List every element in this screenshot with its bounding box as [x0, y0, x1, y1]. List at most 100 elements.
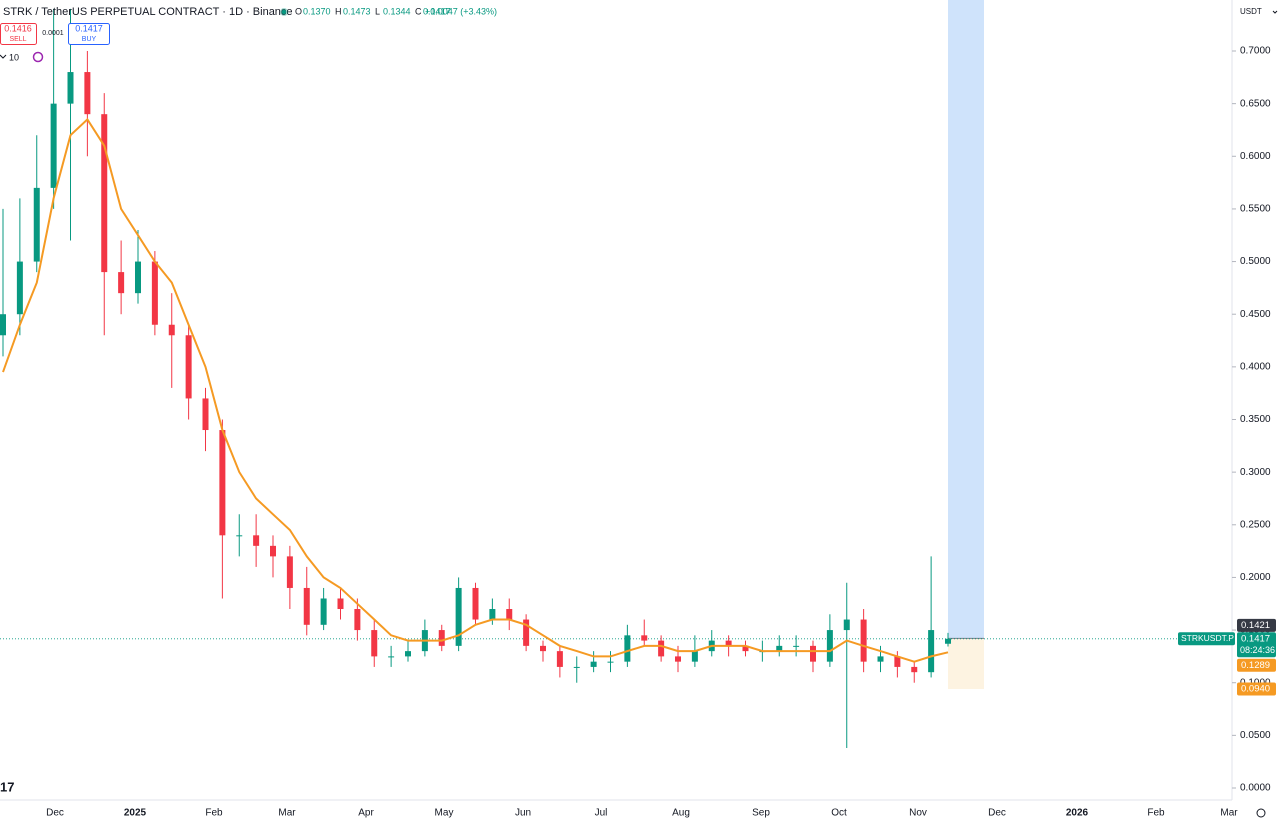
candle-body — [540, 645, 546, 652]
logo: 17 — [0, 779, 14, 794]
candle-body — [607, 661, 614, 663]
y-tick-label: 0.3500 — [1240, 414, 1271, 425]
x-tick-label: Jul — [595, 808, 608, 819]
sell-price[interactable]: 0.1416 — [4, 23, 32, 33]
candle-body — [303, 587, 310, 625]
x-tick-label: Jun — [515, 808, 531, 819]
candle-body — [826, 630, 833, 662]
stop-tag-bg — [1237, 682, 1276, 696]
candle-body — [101, 114, 108, 273]
candle-body — [219, 430, 226, 536]
symbol-title: STRK / TetherUS PERPETUAL CONTRACT · 1D … — [3, 6, 293, 18]
candle-body — [0, 314, 6, 336]
ohlc-value: 0.1370 — [303, 6, 331, 16]
stop-loss-zone — [948, 638, 984, 690]
candle-body — [388, 656, 395, 658]
candle-body — [911, 666, 918, 673]
candle-body — [506, 609, 513, 620]
candle-body — [455, 587, 462, 646]
take-profit-zone — [948, 0, 984, 639]
candle-body — [202, 398, 209, 431]
y-tick-label: 0.0500 — [1240, 730, 1271, 741]
candle-body — [523, 619, 530, 646]
collapse-chevron[interactable] — [0, 54, 7, 59]
y-tick-label: 0.2000 — [1240, 572, 1271, 583]
ohlc-value: 0.1417 — [423, 6, 451, 16]
candle-body — [438, 630, 445, 646]
candle-body — [405, 651, 411, 657]
candle-body — [337, 598, 344, 610]
buy-price[interactable]: 0.1417 — [75, 23, 103, 33]
candle-body — [118, 272, 125, 294]
x-tick-label: Aug — [672, 808, 690, 819]
symbol-tag-bg — [1178, 632, 1235, 646]
candle-body — [286, 556, 293, 588]
candle-body — [489, 609, 496, 620]
ma-tag-bg — [1237, 658, 1276, 672]
candle-body — [67, 72, 74, 104]
x-tick-label: 2026 — [1066, 808, 1089, 819]
candle-body — [185, 335, 192, 399]
ohlc-values: O 0.1370 H 0.1473 L 0.1344 C 0.1417 — [295, 6, 451, 16]
candle-body — [33, 187, 40, 262]
x-tick-label: Mar — [1220, 808, 1238, 819]
x-tick-label: Dec — [988, 808, 1006, 819]
y-tick-label: 0.5500 — [1240, 204, 1271, 215]
indicator-icon[interactable] — [32, 51, 44, 63]
y-tick-label: 0.6500 — [1240, 98, 1271, 109]
candle-body — [877, 656, 884, 662]
candle-body — [556, 651, 563, 667]
currency-chevron[interactable] — [1272, 10, 1278, 14]
y-tick-label: 0.7000 — [1240, 46, 1271, 57]
candle-body — [641, 635, 648, 641]
x-tick-label: 2025 — [124, 808, 147, 819]
entry-tag-bg — [1237, 618, 1276, 632]
candle-body — [573, 666, 580, 668]
moving-average — [2, 117, 949, 663]
candle-body — [843, 619, 850, 631]
y-tick-label: 0.4000 — [1240, 361, 1271, 372]
x-tick-label: Nov — [909, 808, 927, 819]
sell-label[interactable]: SELL — [9, 36, 26, 43]
buy-button[interactable] — [68, 23, 110, 45]
x-tick-label: Feb — [1147, 808, 1165, 819]
candle-body — [590, 661, 597, 667]
candle-body — [472, 587, 479, 620]
status-dot-core — [281, 9, 287, 15]
ohlc-key: H — [335, 6, 342, 16]
last-price-tag: 0.1417 — [1241, 633, 1270, 644]
candle-body — [84, 72, 91, 115]
candle-body — [860, 619, 867, 662]
currency[interactable]: USDT — [1240, 7, 1262, 16]
last-price-tag-bg — [1237, 632, 1276, 658]
indicator-value: 10 — [9, 52, 19, 62]
candle-body — [151, 261, 158, 325]
ohlc-key: C — [415, 6, 422, 16]
y-tick-label: 0.4500 — [1240, 309, 1271, 320]
candle-body — [253, 535, 260, 546]
candle-body — [675, 656, 681, 662]
candle-body — [945, 638, 951, 644]
y-tick-label: 0.6000 — [1240, 151, 1271, 162]
y-tick-label: 0.0000 — [1240, 783, 1271, 794]
ma-tag: 0.1289 — [1241, 660, 1270, 671]
candle-body — [691, 651, 698, 662]
x-tick-label: Oct — [831, 808, 847, 819]
ohlc-value: 0.1344 — [383, 6, 411, 16]
y-tick-label: 0.5000 — [1240, 256, 1271, 267]
candle-body — [928, 630, 935, 673]
buy-label[interactable]: BUY — [82, 36, 97, 43]
y-tick-label: 0.3000 — [1240, 467, 1271, 478]
spread: 0.0001 — [42, 30, 64, 37]
sell-button[interactable] — [0, 23, 37, 45]
candle-body — [658, 640, 665, 657]
candle-body — [793, 645, 800, 647]
candle-body — [320, 598, 327, 625]
settings-icon[interactable] — [1256, 808, 1266, 818]
candle-body — [168, 324, 175, 336]
stop-tag: 0.0940 — [1241, 684, 1270, 695]
